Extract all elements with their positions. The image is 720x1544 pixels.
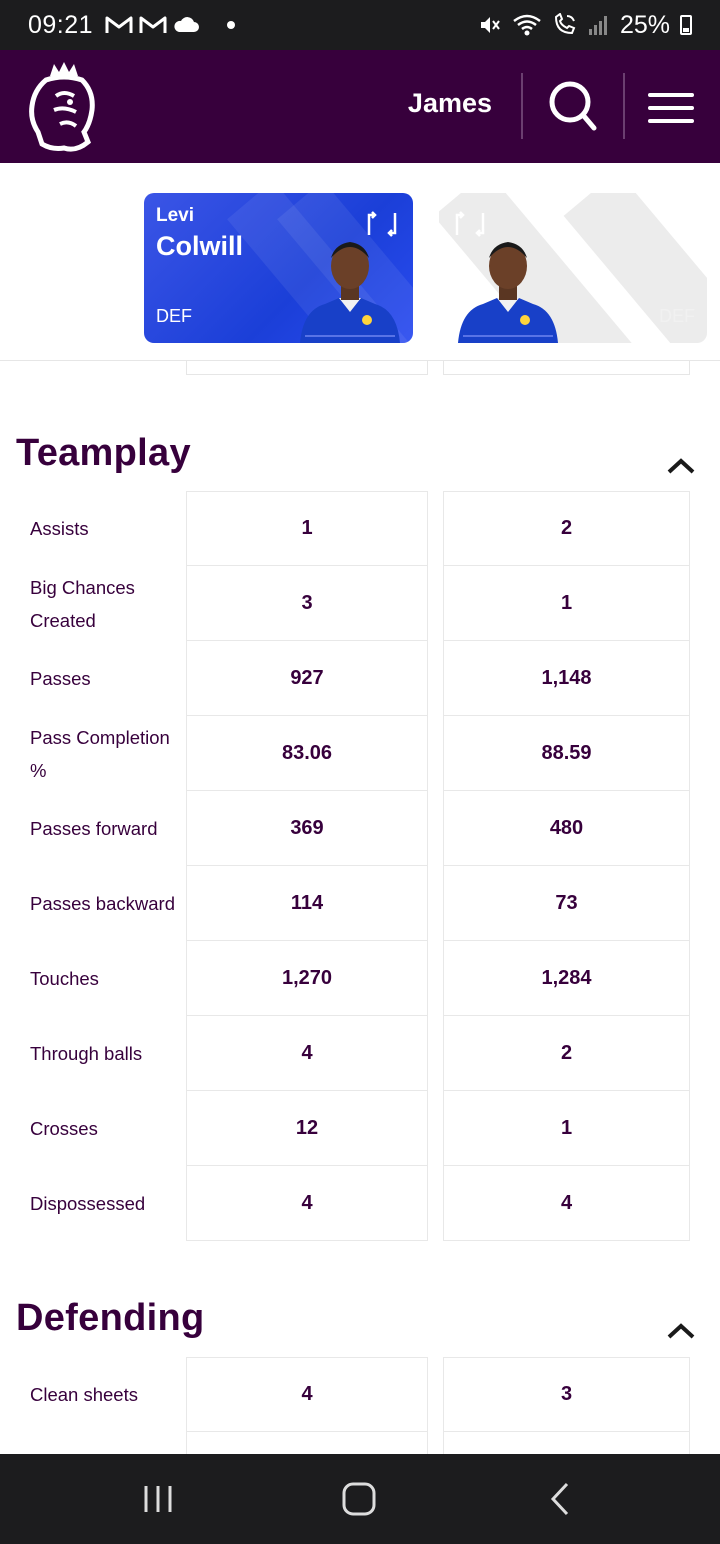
stat-value-player-1: 3 [186, 566, 428, 641]
stat-value-player-1: 4 [186, 1166, 428, 1241]
collapse-chevron-up-icon[interactable] [666, 456, 696, 476]
stat-value-player-2: 73 [443, 866, 690, 941]
battery-percent: 25% [619, 10, 670, 39]
stat-label: Touches [30, 968, 99, 989]
mute-icon [478, 13, 502, 37]
back-icon[interactable] [541, 1482, 581, 1516]
stat-value-player-2: 2 [443, 491, 690, 566]
stat-value-player-2: 3 [443, 1357, 690, 1432]
swap-player-icon[interactable] [365, 209, 399, 239]
stat-value-player-2: 4 [443, 1166, 690, 1241]
recent-apps-icon[interactable] [138, 1482, 178, 1516]
section-title-teamplay: Teamplay [16, 432, 191, 474]
search-icon[interactable] [546, 78, 600, 134]
wifi-icon [512, 13, 542, 37]
stat-label: Big Chances Created [30, 576, 135, 631]
stat-label: Through balls [30, 1043, 143, 1064]
table-row: Crosses 12 1 [0, 1091, 720, 1166]
player-last-name: Colwill [156, 231, 243, 261]
stat-value-player-1: 4 [186, 1016, 428, 1091]
stat-label: Crosses [30, 1118, 98, 1139]
stat-label: Passes forward [30, 818, 158, 839]
gmail-icon [139, 15, 167, 35]
stat-value-player-2: 88.59 [443, 716, 690, 791]
user-name[interactable]: James [407, 88, 492, 118]
stat-value-player-1: 1,270 [186, 941, 428, 1016]
player-card-2[interactable]: DEF [439, 193, 707, 343]
stat-label: Dispossessed [30, 1193, 146, 1214]
cloud-icon [173, 16, 200, 34]
table-row: Clean sheets 4 3 [0, 1357, 720, 1432]
wifi-call-icon [552, 13, 578, 37]
system-nav-bar [0, 1454, 720, 1544]
table-cell-stub [186, 361, 428, 375]
table-row: Passes backward 114 73 [0, 866, 720, 941]
menu-icon[interactable] [648, 93, 694, 123]
table-row: Passes 927 1,148 [0, 641, 720, 716]
table-row: Touches 1,270 1,284 [0, 941, 720, 1016]
header-divider [623, 73, 625, 139]
battery-icon [680, 15, 692, 35]
stat-value-player-2: 1 [443, 1091, 690, 1166]
stat-value-player-1: 83.06 [186, 716, 428, 791]
stat-value-player-1: 927 [186, 641, 428, 716]
stat-value-player-2: 480 [443, 791, 690, 866]
table-row: Passes forward 369 480 [0, 791, 720, 866]
stat-label: Clean sheets [30, 1384, 138, 1405]
player-photo [300, 242, 400, 343]
player-card-1[interactable]: Levi Colwill DEF [144, 193, 413, 343]
stat-value-player-1: 369 [186, 791, 428, 866]
stat-label: Assists [30, 518, 89, 539]
stat-value-player-2: 1,148 [443, 641, 690, 716]
premier-league-lion-logo[interactable] [26, 62, 102, 152]
status-time: 09:21 [28, 10, 94, 39]
stat-value-player-1: 12 [186, 1091, 428, 1166]
section-title-defending: Defending [16, 1297, 205, 1339]
stat-label: Passes [30, 668, 91, 689]
table-cell-stub [443, 361, 690, 375]
stat-label: Passes backward [30, 893, 175, 914]
stat-value-player-2: 1,284 [443, 941, 690, 1016]
app-header: James [0, 50, 720, 163]
header-divider [521, 73, 523, 139]
status-bar: 09:21 25% [0, 0, 720, 50]
player-position: DEF [659, 306, 695, 326]
swap-player-icon[interactable] [453, 209, 487, 239]
notification-dot-icon [227, 21, 236, 29]
table-row: Dispossessed 4 4 [0, 1166, 720, 1241]
home-icon[interactable] [339, 1482, 379, 1516]
player-position: DEF [156, 306, 192, 326]
stat-label: Pass Completion % [30, 726, 170, 781]
stat-value-player-2: 1 [443, 566, 690, 641]
gmail-icon [105, 15, 133, 35]
table-row: Assists 1 2 [0, 491, 720, 566]
player-compare-cards: Levi Colwill DEF DEF [0, 163, 720, 361]
stat-value-player-1: 4 [186, 1357, 428, 1432]
teamplay-stats-table: Assists 1 2 Big Chances Created 3 1 Passes 927 1… [0, 491, 720, 1241]
collapse-chevron-up-icon[interactable] [666, 1321, 696, 1341]
table-row: Pass Completion % 83.06 88.59 [0, 716, 720, 791]
stat-value-player-1: 1 [186, 491, 428, 566]
player-photo [458, 242, 558, 343]
stat-value-player-1: 114 [186, 866, 428, 941]
table-row: Big Chances Created 3 1 [0, 566, 720, 641]
table-row: Through balls 4 2 [0, 1016, 720, 1091]
stat-value-player-2: 2 [443, 1016, 690, 1091]
player-first-name: Levi [156, 205, 195, 226]
signal-icon [588, 14, 610, 36]
